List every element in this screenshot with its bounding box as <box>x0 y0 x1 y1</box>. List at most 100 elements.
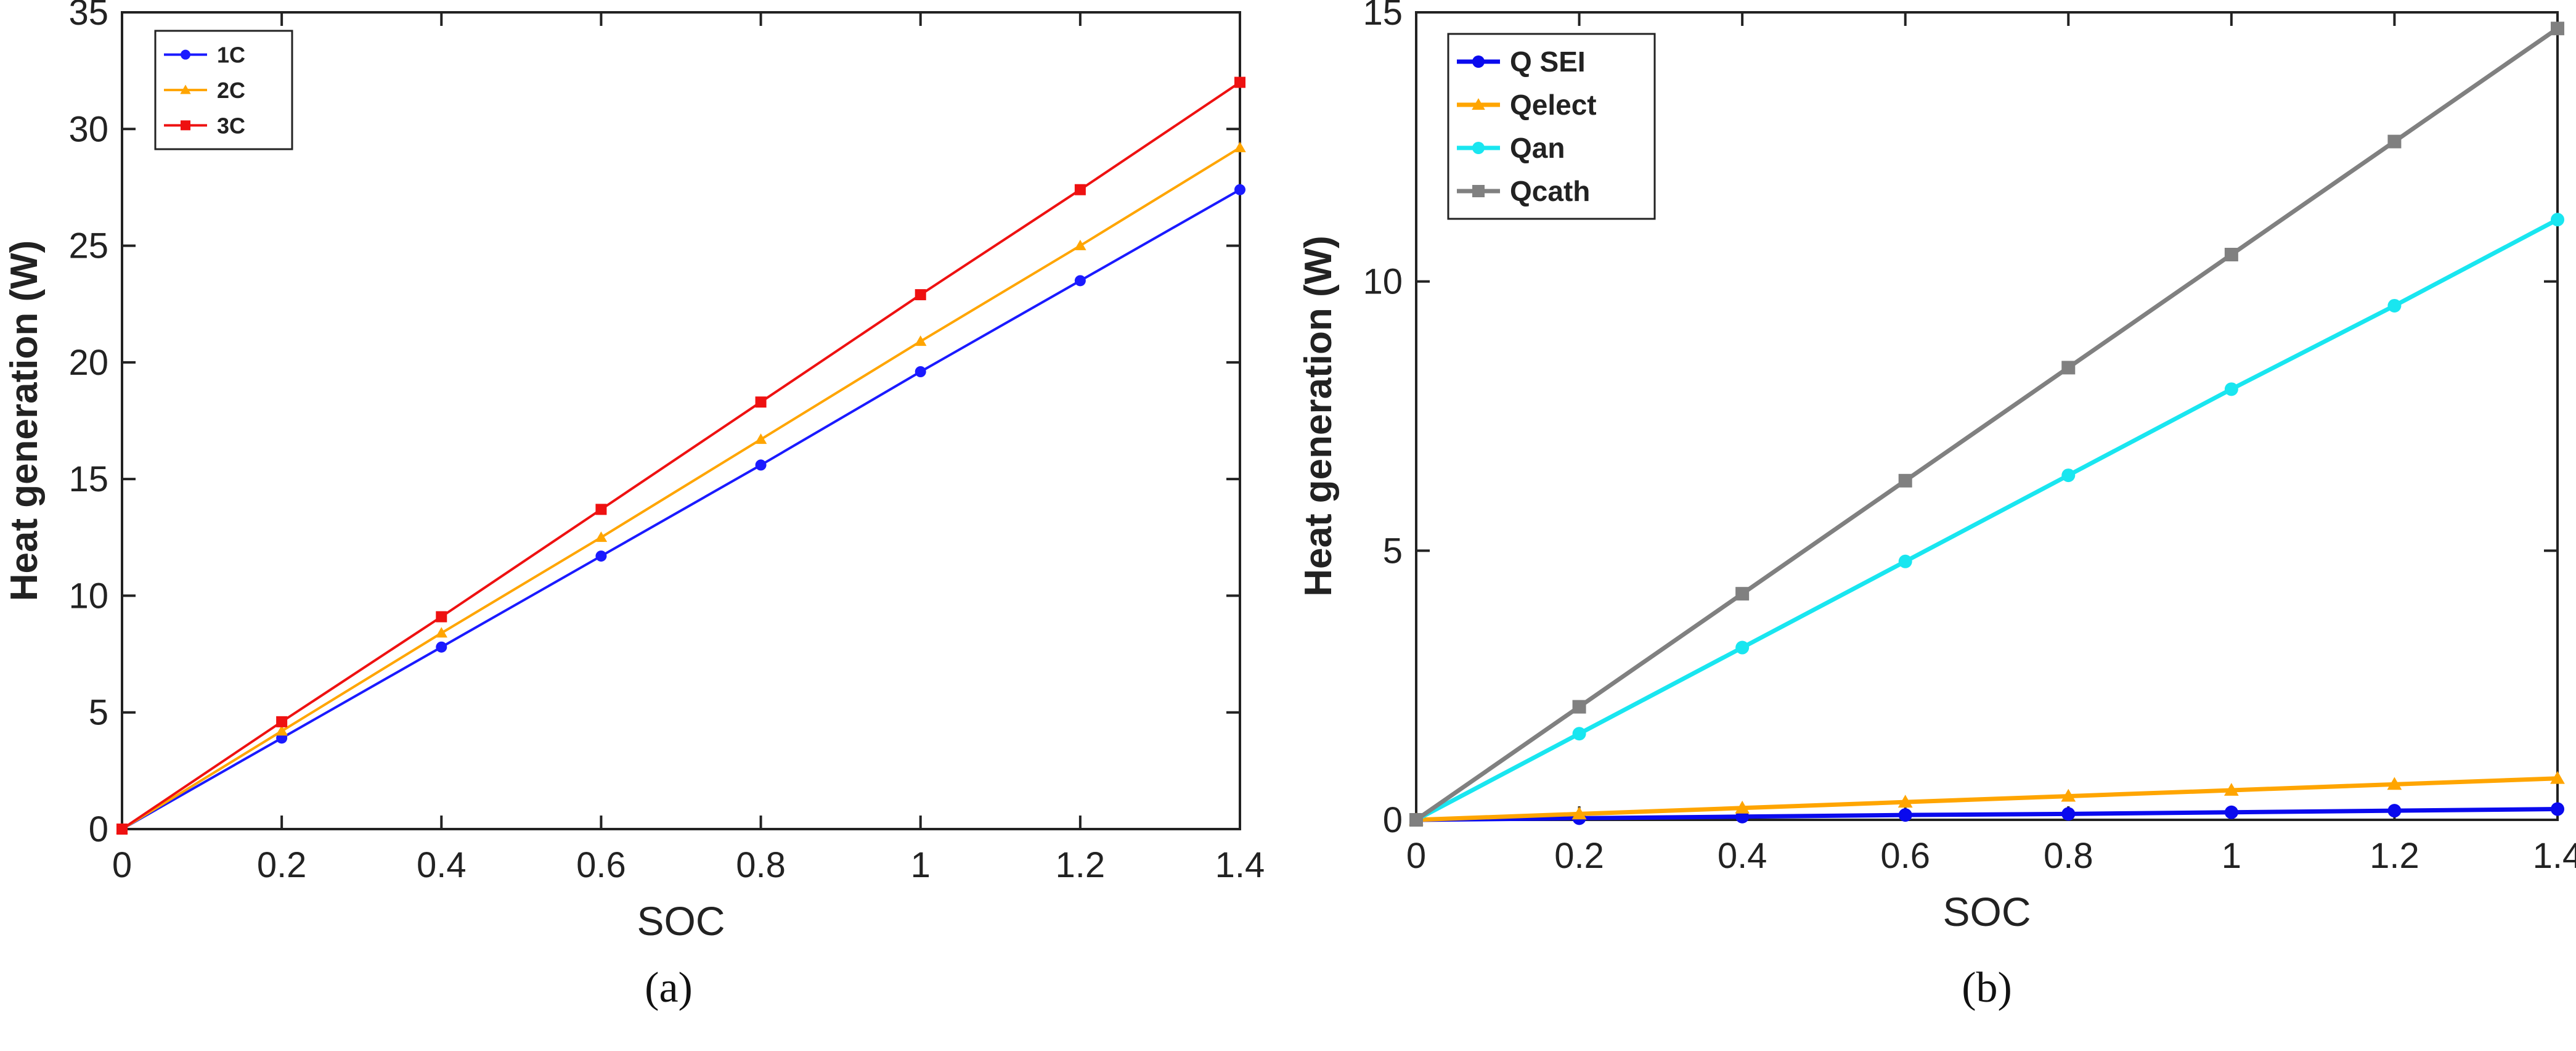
data-point <box>2550 771 2565 784</box>
data-point <box>1898 554 1912 568</box>
series-qelect <box>1409 771 2565 825</box>
data-point <box>2551 213 2564 227</box>
series-qcath <box>1409 22 2564 827</box>
series-line <box>1416 776 2558 822</box>
series-line <box>1415 27 2559 822</box>
data-point <box>1571 806 1587 820</box>
legend-swatch-marker <box>180 84 191 94</box>
data-point <box>595 550 607 562</box>
data-point <box>2061 807 2076 821</box>
data-point <box>2387 777 2402 790</box>
data-point <box>1735 800 1750 814</box>
x-tick-label: 1.2 <box>1056 845 1106 885</box>
data-point <box>1735 587 1750 601</box>
plot-area-frame <box>121 11 1241 830</box>
legend-label: 3C <box>217 113 245 138</box>
data-point <box>2551 802 2564 816</box>
x-tick-label: 1 <box>2222 836 2241 876</box>
legend-label: 2C <box>217 78 245 103</box>
data-point <box>2061 788 2076 802</box>
legend-swatch-marker <box>1472 98 1485 110</box>
legend: 1C 2C 3C <box>154 30 293 150</box>
x-axis-label: SOC <box>637 898 725 944</box>
panel-caption: (b) <box>1962 964 2012 1012</box>
legend-label: Qan <box>1510 132 1565 164</box>
x-tick-label: 0.2 <box>1554 836 1604 876</box>
y-tick-label: 30 <box>68 109 108 149</box>
panel-caption: (a) <box>645 964 693 1012</box>
data-point <box>914 335 927 346</box>
series-line <box>121 81 1241 830</box>
series-line <box>121 188 1241 830</box>
legend-swatch-marker <box>1472 142 1485 154</box>
data-point <box>1234 141 1246 152</box>
series-3c <box>116 76 1245 835</box>
legend-label: Qelect <box>1510 89 1597 121</box>
y-tick-label: 35 <box>68 0 108 33</box>
data-point <box>595 504 607 515</box>
data-point <box>1234 76 1245 88</box>
x-tick-label: 1.4 <box>1215 845 1265 885</box>
data-point <box>754 433 767 444</box>
series-line <box>1415 218 2559 822</box>
legend-label: 1C <box>217 43 245 68</box>
x-tick-label: 1.4 <box>2533 836 2576 876</box>
y-tick-label: 0 <box>89 809 108 849</box>
data-point <box>915 289 926 301</box>
x-tick-label: 0 <box>112 845 132 885</box>
plot-area-frame <box>1415 11 2559 821</box>
series-line <box>1416 807 2558 822</box>
data-point <box>755 459 767 471</box>
legend: Q SEI Qelect Qan Qcath <box>1447 33 1656 220</box>
data-point <box>2061 468 2076 483</box>
x-tick-label: 0.8 <box>2044 836 2093 876</box>
y-tick-label: 5 <box>89 693 108 733</box>
data-point <box>1074 239 1086 250</box>
series-q-sei <box>1409 802 2564 827</box>
data-point <box>436 611 447 623</box>
y-tick-label: 15 <box>68 459 108 499</box>
data-point <box>2387 134 2402 149</box>
data-point <box>1409 813 1423 827</box>
x-tick-label: 1.2 <box>2370 836 2419 876</box>
legend-label: Q SEI <box>1510 46 1586 78</box>
y-tick-label: 10 <box>1363 262 1403 302</box>
data-point <box>2224 248 2238 261</box>
data-point <box>1572 700 1586 714</box>
data-point <box>755 396 767 408</box>
x-axis-label: SOC <box>1942 889 2031 934</box>
x-tick-label: 0.2 <box>257 845 307 885</box>
legend-swatch-marker <box>1472 55 1485 68</box>
x-tick-label: 0.6 <box>576 845 626 885</box>
legend-swatch-marker <box>1472 185 1485 197</box>
data-point <box>435 627 448 638</box>
legend-swatch-marker <box>181 120 190 131</box>
y-tick-label: 15 <box>1363 0 1403 33</box>
y-tick-label: 5 <box>1383 531 1403 571</box>
x-tick-label: 0.4 <box>1718 836 1767 876</box>
data-point <box>2224 382 2238 396</box>
y-axis-label: Heat generation (W) <box>3 240 46 602</box>
data-point <box>1898 473 1912 488</box>
x-tick-label: 0.4 <box>417 845 467 885</box>
data-point <box>595 531 608 542</box>
data-point <box>1234 184 1245 195</box>
data-point <box>2224 805 2238 819</box>
legend-swatch-marker <box>181 49 190 60</box>
panel-b-chart: 0 0.2 0.4 0.6 0.8 1 1.2 1.4 0 5 10 15 SOC Heat genera… <box>1297 0 2576 1012</box>
series-line <box>121 146 1241 830</box>
data-point <box>1074 184 1086 195</box>
panel-a-chart: 0 0.2 0.4 0.6 0.8 1 1.2 1.4 0 5 10 15 20 25 30 35 SOC Hea… <box>3 0 1265 1012</box>
y-axis-label: Heat generation (W) <box>1297 235 1340 597</box>
legend-label: Qcath <box>1510 175 1590 207</box>
x-tick-label: 1 <box>911 845 931 885</box>
data-point <box>116 824 128 835</box>
y-tick-label: 0 <box>1383 800 1403 840</box>
x-tick-label: 0 <box>1406 836 1426 876</box>
y-tick-label: 25 <box>68 226 108 266</box>
data-point <box>1897 795 1913 808</box>
data-point <box>915 366 926 377</box>
data-point <box>1572 727 1586 741</box>
data-point <box>2223 783 2239 796</box>
